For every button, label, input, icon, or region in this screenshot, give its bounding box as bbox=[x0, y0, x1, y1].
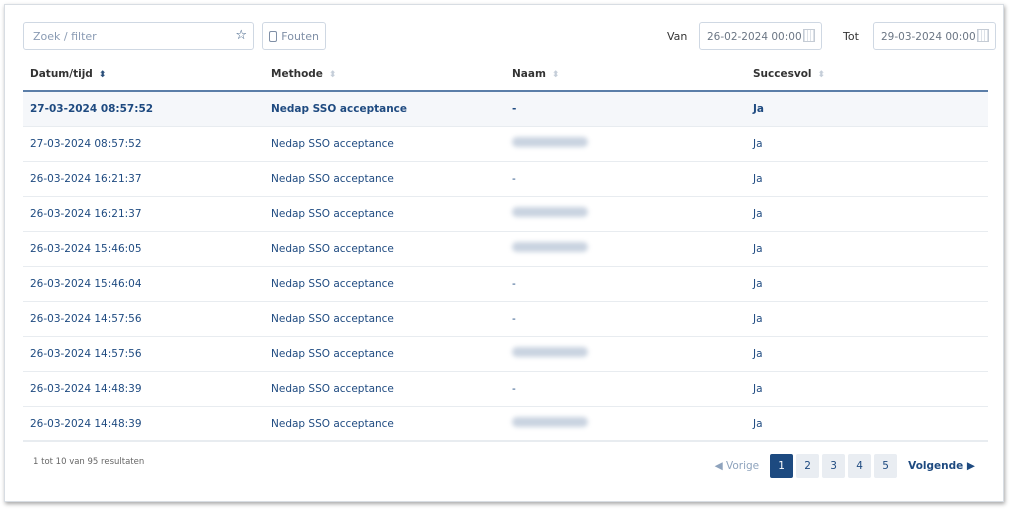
sort-icon[interactable]: ⬍ bbox=[98, 69, 107, 80]
table-row[interactable]: 26-03-2024 16:21:37 Nedap SSO acceptance -… bbox=[23, 161, 988, 197]
cell-datetime: 27-03-2024 08:57:52 bbox=[23, 91, 264, 127]
table-row[interactable]: 26-03-2024 14:48:39 Nedap SSO acceptance -… bbox=[23, 371, 988, 407]
cell-method: Nedap SSO acceptance bbox=[264, 161, 505, 197]
cell-name: - bbox=[505, 301, 746, 337]
cell-success: Ja bbox=[746, 126, 988, 162]
column-label: Datum/tijd bbox=[30, 67, 93, 80]
cell-datetime: 26-03-2024 15:46:04 bbox=[23, 266, 264, 302]
cell-success: Ja bbox=[746, 301, 988, 337]
cell-success: Ja bbox=[746, 406, 988, 442]
table-row[interactable]: 26-03-2024 15:46:05 Nedap SSO acceptance J… bbox=[23, 231, 988, 267]
cell-datetime: 26-03-2024 14:57:56 bbox=[23, 301, 264, 337]
column-header-3[interactable]: Succesvol ⬍ bbox=[746, 57, 988, 92]
cell-name bbox=[505, 126, 746, 162]
cell-datetime: 26-03-2024 14:57:56 bbox=[23, 336, 264, 372]
table-row[interactable]: 26-03-2024 15:46:04 Nedap SSO acceptance -… bbox=[23, 266, 988, 302]
cell-method: Nedap SSO acceptance bbox=[264, 126, 505, 162]
redacted-name bbox=[512, 137, 588, 147]
page-button-2[interactable]: 2 bbox=[796, 454, 820, 478]
cell-method: Nedap SSO acceptance bbox=[264, 196, 505, 232]
cell-datetime: 26-03-2024 16:21:37 bbox=[23, 196, 264, 232]
column-header-1[interactable]: Methode ⬍ bbox=[264, 57, 505, 92]
cell-success: Ja bbox=[746, 336, 988, 372]
redacted-name bbox=[512, 417, 588, 427]
cell-name bbox=[505, 336, 746, 372]
cell-method: Nedap SSO acceptance bbox=[264, 301, 505, 337]
audit-log-panel: Zoek / filter ☆ Fouten Van 26-02-2024 00… bbox=[4, 4, 1004, 502]
cell-datetime: 26-03-2024 15:46:05 bbox=[23, 231, 264, 267]
errors-label: Fouten bbox=[281, 29, 319, 43]
table-row[interactable]: 26-03-2024 14:57:56 Nedap SSO acceptance -… bbox=[23, 301, 988, 337]
cell-name: - bbox=[505, 91, 746, 127]
previous-label: Vorige bbox=[725, 460, 760, 472]
cell-name bbox=[505, 231, 746, 267]
star-icon[interactable]: ☆ bbox=[235, 28, 247, 43]
cell-datetime: 26-03-2024 16:21:37 bbox=[23, 161, 264, 197]
to-date-value: 29-03-2024 00:00 bbox=[881, 31, 976, 43]
table-row[interactable]: 26-03-2024 14:48:39 Nedap SSO acceptance J… bbox=[23, 406, 988, 442]
search-placeholder: Zoek / filter bbox=[33, 30, 97, 43]
cell-success: Ja bbox=[746, 371, 988, 407]
cell-method: Nedap SSO acceptance bbox=[264, 231, 505, 267]
results-table: Datum/tijd ⬍ Methode ⬍ Naam ⬍ Succesvol ⬍ 27-03… bbox=[23, 57, 988, 442]
redacted-name bbox=[512, 347, 588, 357]
table-row[interactable]: 26-03-2024 16:21:37 Nedap SSO acceptance J… bbox=[23, 196, 988, 232]
calendar-icon[interactable] bbox=[977, 29, 989, 42]
cell-success: Ja bbox=[746, 231, 988, 267]
cell-name: - bbox=[505, 161, 746, 197]
sort-icon[interactable]: ⬍ bbox=[551, 69, 560, 80]
cell-method: Nedap SSO acceptance bbox=[264, 91, 505, 127]
redacted-name bbox=[512, 242, 588, 252]
column-header-0[interactable]: Datum/tijd ⬍ bbox=[23, 57, 264, 92]
column-header-2[interactable]: Naam ⬍ bbox=[505, 57, 746, 92]
next-button[interactable]: Volgende ▶ bbox=[908, 460, 975, 472]
search-input[interactable]: Zoek / filter ☆ bbox=[23, 22, 254, 50]
table-row[interactable]: 27-03-2024 08:57:52 Nedap SSO acceptance -… bbox=[23, 91, 988, 127]
checkbox-icon[interactable] bbox=[269, 30, 278, 42]
column-label: Succesvol bbox=[753, 67, 812, 80]
cell-success: Ja bbox=[746, 196, 988, 232]
redacted-name bbox=[512, 207, 588, 217]
cell-name bbox=[505, 196, 746, 232]
page-button-5[interactable]: 5 bbox=[874, 454, 898, 478]
cell-success: Ja bbox=[746, 161, 988, 197]
cell-method: Nedap SSO acceptance bbox=[264, 266, 505, 302]
previous-button[interactable]: ◀ Vorige bbox=[715, 460, 760, 472]
table-row[interactable]: 26-03-2024 14:57:56 Nedap SSO acceptance J… bbox=[23, 336, 988, 372]
cell-success: Ja bbox=[746, 266, 988, 302]
cell-name: - bbox=[505, 371, 746, 407]
column-label: Naam bbox=[512, 67, 546, 80]
page-button-4[interactable]: 4 bbox=[848, 454, 872, 478]
cell-method: Nedap SSO acceptance bbox=[264, 371, 505, 407]
cell-name bbox=[505, 406, 746, 442]
from-date-value: 26-02-2024 00:00 bbox=[707, 31, 802, 43]
column-label: Methode bbox=[271, 67, 323, 80]
errors-checkbox[interactable]: Fouten bbox=[262, 22, 326, 50]
caret-right-icon: ▶ bbox=[966, 460, 975, 472]
sort-icon[interactable]: ⬍ bbox=[328, 69, 337, 80]
caret-left-icon: ◀ bbox=[714, 460, 723, 472]
page-button-3[interactable]: 3 bbox=[822, 454, 846, 478]
next-label: Volgende bbox=[908, 460, 964, 472]
cell-name: - bbox=[505, 266, 746, 302]
cell-method: Nedap SSO acceptance bbox=[264, 406, 505, 442]
cell-success: Ja bbox=[746, 91, 988, 127]
calendar-icon[interactable] bbox=[803, 29, 815, 42]
from-date-input[interactable]: 26-02-2024 00:00 bbox=[699, 22, 822, 50]
cell-datetime: 26-03-2024 14:48:39 bbox=[23, 406, 264, 442]
page-button-1[interactable]: 1 bbox=[770, 454, 794, 478]
divider bbox=[23, 440, 988, 441]
sort-icon[interactable]: ⬍ bbox=[817, 69, 826, 80]
cell-method: Nedap SSO acceptance bbox=[264, 336, 505, 372]
to-label: Tot bbox=[843, 30, 859, 43]
table-row[interactable]: 27-03-2024 08:57:52 Nedap SSO acceptance J… bbox=[23, 126, 988, 162]
results-count: 1 tot 10 van 95 resultaten bbox=[33, 457, 145, 467]
cell-datetime: 26-03-2024 14:48:39 bbox=[23, 371, 264, 407]
cell-datetime: 27-03-2024 08:57:52 bbox=[23, 126, 264, 162]
from-label: Van bbox=[667, 30, 688, 43]
to-date-input[interactable]: 29-03-2024 00:00 bbox=[873, 22, 996, 50]
